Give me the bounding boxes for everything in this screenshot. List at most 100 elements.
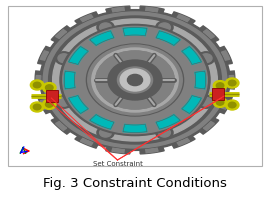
Circle shape bbox=[200, 97, 212, 106]
Circle shape bbox=[88, 45, 182, 115]
Circle shape bbox=[108, 60, 162, 100]
Polygon shape bbox=[146, 148, 158, 153]
Polygon shape bbox=[146, 7, 158, 12]
Circle shape bbox=[43, 99, 56, 109]
Polygon shape bbox=[75, 12, 99, 25]
Circle shape bbox=[45, 85, 53, 90]
Circle shape bbox=[58, 97, 70, 106]
Circle shape bbox=[225, 78, 239, 88]
Circle shape bbox=[197, 52, 215, 65]
Text: Fig. 3 Constraint Conditions: Fig. 3 Constraint Conditions bbox=[43, 176, 227, 190]
Text: Set Constraint: Set Constraint bbox=[93, 161, 142, 167]
Polygon shape bbox=[56, 30, 67, 38]
Polygon shape bbox=[40, 51, 49, 60]
Polygon shape bbox=[36, 76, 41, 84]
Polygon shape bbox=[195, 71, 206, 89]
Polygon shape bbox=[38, 46, 52, 64]
Polygon shape bbox=[80, 14, 93, 22]
Circle shape bbox=[127, 74, 143, 86]
Polygon shape bbox=[177, 138, 190, 146]
Circle shape bbox=[228, 102, 236, 108]
Circle shape bbox=[216, 100, 224, 105]
Circle shape bbox=[213, 81, 227, 91]
Polygon shape bbox=[112, 148, 124, 153]
Polygon shape bbox=[75, 135, 99, 148]
Circle shape bbox=[49, 16, 221, 144]
Polygon shape bbox=[218, 46, 232, 64]
Polygon shape bbox=[171, 12, 195, 25]
Circle shape bbox=[97, 126, 114, 139]
Polygon shape bbox=[35, 71, 43, 89]
Circle shape bbox=[55, 52, 73, 65]
Polygon shape bbox=[51, 118, 72, 134]
FancyBboxPatch shape bbox=[46, 90, 58, 102]
Polygon shape bbox=[112, 7, 124, 12]
Circle shape bbox=[33, 82, 41, 88]
Circle shape bbox=[43, 83, 56, 93]
Polygon shape bbox=[227, 71, 235, 89]
Circle shape bbox=[92, 48, 178, 112]
Circle shape bbox=[63, 26, 207, 134]
Circle shape bbox=[45, 102, 53, 107]
Polygon shape bbox=[106, 146, 130, 154]
Circle shape bbox=[55, 95, 73, 108]
Circle shape bbox=[30, 80, 44, 90]
Polygon shape bbox=[90, 31, 114, 45]
Circle shape bbox=[30, 102, 44, 112]
Circle shape bbox=[96, 51, 174, 109]
Polygon shape bbox=[69, 46, 88, 64]
Polygon shape bbox=[182, 46, 201, 64]
Circle shape bbox=[228, 80, 236, 86]
Circle shape bbox=[53, 19, 217, 141]
Polygon shape bbox=[177, 14, 190, 22]
Circle shape bbox=[58, 54, 70, 63]
Polygon shape bbox=[203, 122, 214, 130]
Polygon shape bbox=[140, 146, 164, 154]
Polygon shape bbox=[218, 96, 232, 114]
Circle shape bbox=[86, 44, 184, 116]
Polygon shape bbox=[221, 51, 230, 60]
Circle shape bbox=[158, 128, 170, 137]
Circle shape bbox=[96, 51, 174, 109]
Circle shape bbox=[197, 95, 215, 108]
Polygon shape bbox=[51, 26, 72, 42]
Polygon shape bbox=[80, 138, 93, 146]
Polygon shape bbox=[106, 6, 130, 14]
Polygon shape bbox=[123, 28, 147, 36]
Circle shape bbox=[200, 54, 212, 63]
Circle shape bbox=[33, 104, 41, 110]
Polygon shape bbox=[64, 71, 75, 89]
Circle shape bbox=[213, 97, 227, 107]
Polygon shape bbox=[171, 135, 195, 148]
Polygon shape bbox=[40, 100, 49, 109]
Polygon shape bbox=[182, 96, 201, 114]
Circle shape bbox=[156, 21, 173, 34]
Circle shape bbox=[42, 11, 228, 149]
Circle shape bbox=[43, 12, 227, 148]
Polygon shape bbox=[156, 31, 180, 45]
Circle shape bbox=[40, 10, 230, 150]
Circle shape bbox=[120, 69, 150, 91]
Polygon shape bbox=[56, 122, 67, 130]
Polygon shape bbox=[198, 118, 219, 134]
Circle shape bbox=[216, 83, 224, 88]
Polygon shape bbox=[221, 100, 230, 109]
Polygon shape bbox=[156, 115, 180, 129]
Polygon shape bbox=[69, 96, 88, 114]
FancyBboxPatch shape bbox=[8, 6, 262, 166]
Polygon shape bbox=[123, 124, 147, 132]
Circle shape bbox=[158, 23, 170, 32]
Circle shape bbox=[225, 100, 239, 110]
Circle shape bbox=[100, 128, 112, 137]
Polygon shape bbox=[140, 6, 164, 14]
Polygon shape bbox=[198, 26, 219, 42]
Circle shape bbox=[100, 23, 112, 32]
Polygon shape bbox=[38, 96, 52, 114]
Polygon shape bbox=[203, 30, 214, 38]
Polygon shape bbox=[229, 76, 234, 84]
Circle shape bbox=[156, 126, 173, 139]
Polygon shape bbox=[90, 115, 114, 129]
Circle shape bbox=[117, 67, 153, 93]
Circle shape bbox=[60, 24, 210, 136]
FancyBboxPatch shape bbox=[212, 88, 224, 100]
